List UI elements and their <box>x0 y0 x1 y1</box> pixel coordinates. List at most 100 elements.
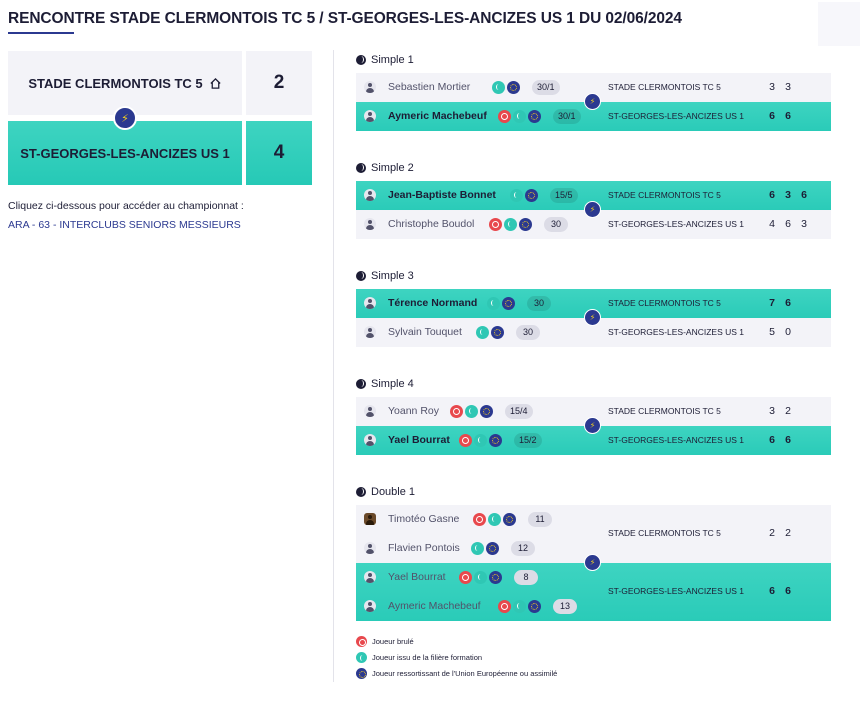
player-badges <box>487 297 515 310</box>
player-row[interactable]: Yoann Roy 15/4 <box>356 397 831 426</box>
column-divider <box>333 50 334 682</box>
player-row[interactable]: Yael Bourrat 8 <box>356 563 831 592</box>
home-team-name: STADE CLERMONTOIS TC 5 <box>28 75 203 91</box>
match-card[interactable]: Térence Normand 30 Sylvain Touquet 30 STADE … <box>356 289 831 347</box>
set-score: 6 <box>801 188 807 201</box>
match-type: Simple 4 <box>371 378 414 390</box>
player-row[interactable]: Timotéo Gasne 11 <box>356 505 831 534</box>
championship-link[interactable]: ARA - 63 - INTERCLUBS SENIORS MESSIEURS <box>8 219 241 231</box>
set-score: 6 <box>769 109 775 122</box>
player-name[interactable]: Sebastien Mortier <box>388 81 471 93</box>
user-icon <box>364 326 376 338</box>
away-team-label: ST-GEORGES-LES-ANCIZES US 1 <box>608 326 745 337</box>
training-player-icon <box>487 297 500 310</box>
player-ranking: 15/4 <box>505 404 533 419</box>
training-player-icon <box>513 110 526 123</box>
player-name[interactable]: Christophe Boudol <box>388 218 475 230</box>
burned-player-icon <box>498 110 511 123</box>
training-player-icon <box>488 513 501 526</box>
set-score: 2 <box>785 404 791 417</box>
player-photo <box>364 513 376 525</box>
set-score: 3 <box>769 404 775 417</box>
player-name[interactable]: Timotéo Gasne <box>388 513 460 525</box>
player-name[interactable]: Aymeric Machebeuf <box>388 600 481 612</box>
player-badges <box>459 434 502 447</box>
player-name[interactable]: Térence Normand <box>388 297 478 309</box>
player-name[interactable]: Flavien Pontois <box>388 542 460 554</box>
tennis-ball-icon <box>356 55 366 65</box>
set-score: 4 <box>769 217 775 230</box>
match-card[interactable]: Timotéo Gasne 11 Flavien Pontois 12 Yael Bou… <box>356 505 831 621</box>
home-team-name-cell: STADE CLERMONTOIS TC 5 <box>8 51 242 115</box>
home-team-row: STADE CLERMONTOIS TC 5 2 <box>8 51 312 115</box>
player-row[interactable]: Christophe Boudol 30 <box>356 210 831 239</box>
user-icon <box>364 600 376 612</box>
user-icon <box>364 189 376 201</box>
training-player-icon <box>513 600 526 613</box>
training-player-icon <box>504 218 517 231</box>
player-name[interactable]: Aymeric Machebeuf <box>388 110 487 122</box>
match-type: Simple 1 <box>371 54 414 66</box>
match-label: Simple 3 <box>356 270 414 282</box>
match-card[interactable]: Jean-Baptiste Bonnet 15/5 Christophe Boudo… <box>356 181 831 239</box>
home-team-label: STADE CLERMONTOIS TC 5 <box>608 81 721 92</box>
training-player-icon <box>465 405 478 418</box>
home-team-label: STADE CLERMONTOIS TC 5 <box>608 189 721 200</box>
player-name[interactable]: Yoann Roy <box>388 405 439 417</box>
away-team-label: ST-GEORGES-LES-ANCIZES US 1 <box>608 218 745 229</box>
user-icon <box>364 405 376 417</box>
user-icon <box>364 218 376 230</box>
player-row[interactable]: Sylvain Touquet 30 <box>356 318 831 347</box>
lightning-icon: ⚡ <box>584 309 601 326</box>
away-team-row: ST-GEORGES-LES-ANCIZES US 1 4 <box>8 121 312 185</box>
eu-player-icon <box>480 405 493 418</box>
player-row[interactable]: Sebastien Mortier 30/1 <box>356 73 831 102</box>
player-name[interactable]: Yael Bourrat <box>388 434 450 446</box>
eu-player-icon <box>528 110 541 123</box>
championship-intro: Cliquez ci-dessous pour accéder au champ… <box>8 200 244 212</box>
player-badges <box>459 571 502 584</box>
match-card[interactable]: Sebastien Mortier 30/1 Aymeric Machebeuf 30… <box>356 73 831 131</box>
burned-player-icon <box>459 571 472 584</box>
set-score: 6 <box>785 585 791 597</box>
lightning-icon: ⚡ <box>584 93 601 110</box>
eu-player-icon <box>503 513 516 526</box>
set-score: 6 <box>769 433 775 446</box>
player-ranking: 30 <box>516 325 540 340</box>
eu-player-icon <box>528 600 541 613</box>
player-name[interactable]: Sylvain Touquet <box>388 326 462 338</box>
player-ranking: 30 <box>544 217 568 232</box>
eu-player-icon <box>507 81 520 94</box>
lightning-icon: ⚡ <box>584 417 601 434</box>
player-ranking: 30 <box>527 296 551 311</box>
player-badges <box>473 513 516 526</box>
legend-label: Joueur issu de la filière formation <box>372 653 483 662</box>
player-row[interactable]: Aymeric Machebeuf 13 <box>356 592 831 621</box>
training-player-icon <box>474 571 487 584</box>
player-name[interactable]: Yael Bourrat <box>388 571 446 583</box>
training-player-icon <box>492 81 505 94</box>
player-name[interactable]: Jean-Baptiste Bonnet <box>388 189 496 201</box>
player-ranking: 13 <box>553 599 577 614</box>
eu-player-icon <box>489 571 502 584</box>
burned-player-icon <box>498 600 511 613</box>
set-score: 6 <box>769 188 775 201</box>
match-card[interactable]: Yoann Roy 15/4 Yael Bourrat 15/2 STADE CLERM… <box>356 397 831 455</box>
player-ranking: 12 <box>511 541 535 556</box>
tennis-ball-icon <box>356 271 366 281</box>
burned-player-icon <box>489 218 502 231</box>
home-team-label: STADE CLERMONTOIS TC 5 <box>608 405 721 416</box>
training-player-icon <box>471 542 484 555</box>
set-score: 7 <box>769 296 775 309</box>
player-row[interactable]: Flavien Pontois 12 <box>356 534 831 563</box>
